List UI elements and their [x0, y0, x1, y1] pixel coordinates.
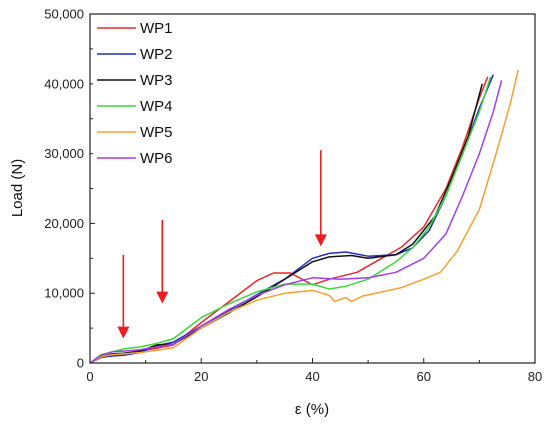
x-tick-label: 20 — [194, 369, 208, 384]
arrow-head — [117, 326, 130, 339]
series-curves — [89, 69, 520, 364]
series-line-wp5 — [89, 69, 520, 364]
x-tick-label: 40 — [305, 369, 319, 384]
annotation-arrows — [117, 150, 327, 339]
series-line-wp6 — [89, 80, 503, 364]
y-tick-label: 0 — [77, 356, 84, 371]
y-tick-label: 30,000 — [44, 146, 84, 161]
legend-label-wp3: WP3 — [140, 72, 173, 89]
x-tick-label: 0 — [86, 369, 93, 384]
y-tick-label: 40,000 — [44, 76, 84, 91]
legend-label-wp4: WP4 — [140, 98, 173, 115]
y-tick-label: 50,000 — [44, 7, 84, 22]
legend-label-wp2: WP2 — [140, 46, 173, 63]
arrow-head — [156, 291, 169, 304]
series-line-wp3 — [89, 83, 483, 364]
y-tick-label: 20,000 — [44, 216, 84, 231]
x-axis-label: ε (%) — [295, 401, 329, 418]
arrow-head — [314, 234, 327, 247]
legend-label-wp6: WP6 — [140, 150, 173, 167]
series-line-wp4 — [89, 76, 492, 364]
x-tick-label: 60 — [417, 369, 431, 384]
x-axis-ticks: 0 20 40 60 80 — [86, 358, 542, 384]
y-tick-label: 10,000 — [44, 286, 84, 301]
legend-label-wp1: WP1 — [140, 20, 173, 37]
legend-background — [93, 17, 185, 181]
y-axis-ticks: 0 10,000 20,000 30,000 40,000 50,000 — [44, 7, 95, 371]
legend: WP1 WP2 WP3 WP4 WP5 WP6 — [93, 17, 185, 181]
legend-label-wp5: WP5 — [140, 124, 173, 141]
y-axis-label: Load (N) — [9, 159, 26, 217]
x-tick-label: 80 — [528, 369, 542, 384]
